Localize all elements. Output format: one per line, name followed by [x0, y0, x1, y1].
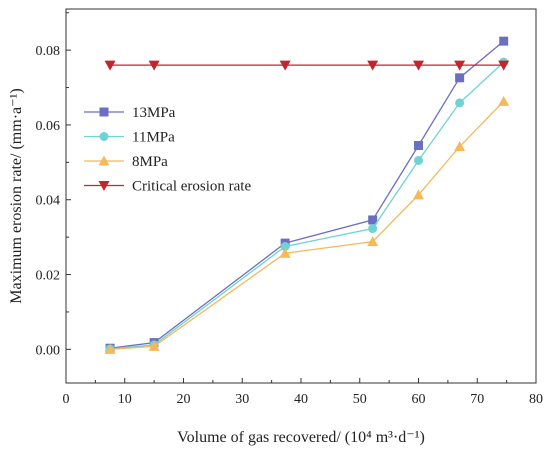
data-point: [454, 60, 466, 71]
y-tick-label: 0.02: [36, 269, 61, 284]
data-point: [280, 241, 290, 251]
series-line: [109, 40, 505, 349]
legend-label: Critical erosion rate: [132, 179, 251, 195]
data-point: [413, 60, 424, 71]
x-axis-title: Volume of gas recovered/ (10⁴ m³·d⁻¹): [177, 429, 425, 446]
y-tick-label: 0.06: [36, 119, 61, 134]
axis-ticks: 0 10 20 30 40 50 60 70 80 0.00 0.02 0.04 0.06 0.08: [36, 12, 543, 407]
data-point: [455, 73, 465, 83]
data-point: [104, 343, 116, 354]
y-axis-title: Maximum erosion rate/ (mm·a⁻¹): [8, 88, 25, 303]
x-tick-label: 0: [63, 392, 70, 407]
y-tick-label: 0.04: [36, 194, 61, 209]
data-point: [367, 60, 379, 71]
legend-label: 8MPa: [132, 154, 168, 170]
legend-label: 13MPa: [132, 105, 176, 121]
x-tick-label: 20: [177, 392, 191, 407]
legend: 13MPa 11MPa 8MPa Critical erosion rate: [84, 105, 251, 195]
x-tick-label: 30: [235, 392, 249, 407]
y-tick-label: 0.08: [36, 44, 61, 59]
data-point: [148, 340, 160, 351]
x-tick-label: 10: [118, 392, 132, 407]
data-point: [279, 60, 291, 71]
x-tick-label: 70: [470, 392, 484, 407]
data-point: [414, 155, 423, 165]
data-point: [414, 141, 423, 151]
data-point: [498, 95, 510, 106]
data-point: [279, 247, 291, 258]
data-point: [104, 60, 116, 71]
data-series: [104, 36, 510, 354]
legend-marker: [98, 181, 110, 191]
x-tick-label: 40: [294, 392, 308, 407]
x-tick-label: 60: [412, 392, 426, 407]
legend-marker: [99, 107, 109, 117]
data-point: [367, 236, 379, 247]
legend-marker: [98, 155, 110, 166]
y-tick-label: 0.00: [36, 343, 61, 358]
x-tick-label: 80: [529, 392, 543, 407]
data-point: [148, 60, 160, 71]
data-point: [368, 224, 378, 234]
data-point: [499, 36, 509, 46]
legend-marker: [99, 132, 109, 141]
data-point: [455, 98, 465, 108]
legend-label: 11MPa: [132, 130, 175, 146]
data-point: [498, 60, 510, 71]
data-point: [413, 189, 424, 200]
x-tick-label: 50: [353, 392, 367, 407]
data-point: [454, 141, 466, 152]
data-point: [368, 215, 378, 225]
